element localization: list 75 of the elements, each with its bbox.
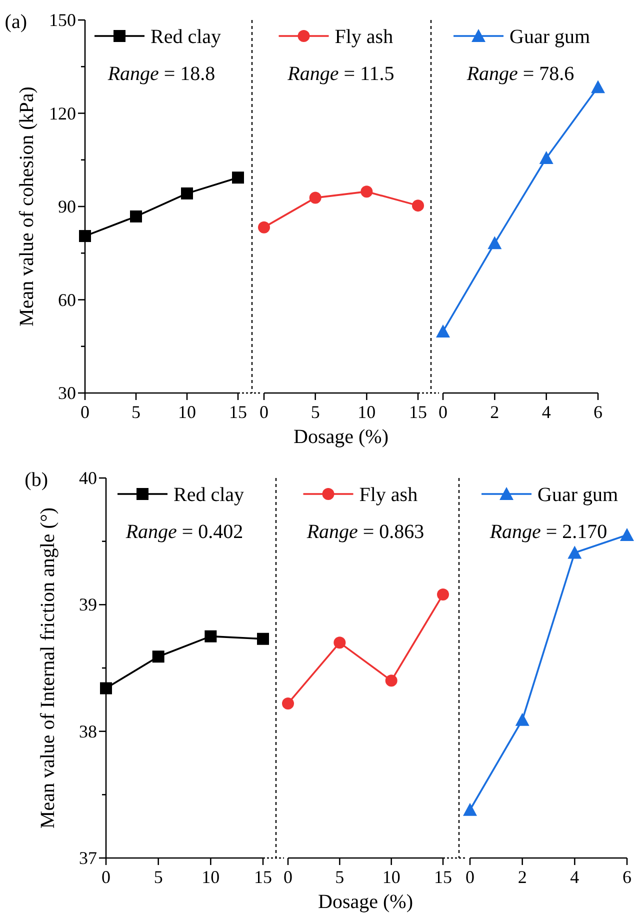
annotation: Range = 2.170 [488, 521, 608, 543]
point [309, 192, 322, 204]
point [539, 151, 554, 164]
legend-label: Guar gum [510, 26, 590, 48]
point [436, 324, 450, 338]
x-tick-label: 4 [570, 867, 580, 887]
x-tick-label: 10 [358, 402, 376, 422]
x-tick-label: 2 [490, 402, 500, 422]
point [282, 697, 294, 710]
y-tick-label: 37 [79, 848, 97, 868]
x-tick-label: 15 [254, 867, 272, 887]
x-axis-title: Dosage (%) [294, 426, 388, 448]
x-tick-label: 10 [382, 867, 400, 887]
y-tick-label: 150 [49, 10, 76, 30]
point [568, 546, 582, 559]
x-tick-label: 10 [202, 867, 220, 887]
x-tick-label: 0 [284, 867, 292, 887]
annotation: Range = 11.5 [286, 63, 394, 85]
point [437, 588, 449, 601]
y-tick-label: 30 [58, 383, 76, 403]
annotation: Range = 18.8 [106, 63, 216, 85]
x-tick-label: 5 [132, 402, 140, 422]
y-axis-title: Mean value of cohesion (kPa) [16, 86, 38, 326]
y-axis-title: Mean value of Internal friction angle (°) [37, 507, 59, 829]
legend-label: Fly ash [359, 484, 418, 506]
chart-title: (b) [24, 469, 48, 491]
point [79, 230, 91, 242]
point [463, 802, 477, 816]
y-tick-label: 90 [58, 196, 76, 216]
point [412, 200, 424, 212]
x-tick-label: 6 [622, 867, 632, 887]
point [204, 630, 217, 642]
point [488, 236, 502, 250]
point [591, 80, 605, 94]
point [130, 210, 142, 222]
x-tick-label: 5 [335, 867, 344, 887]
x-tick-label: 10 [178, 402, 196, 422]
x-tick-label: 6 [594, 402, 602, 422]
y-tick-label: 38 [79, 721, 97, 742]
x-axis-title: Dosage (%) [318, 891, 413, 913]
point [385, 674, 398, 687]
annotation: Range = 78.6 [466, 63, 574, 85]
legend-label: Fly ash [334, 26, 394, 48]
point [334, 636, 346, 649]
y-tick-label: 39 [79, 594, 97, 615]
annotation: Range = 0.402 [124, 521, 244, 543]
y-tick-label: 60 [58, 290, 76, 310]
point [257, 632, 269, 645]
x-tick-label: 5 [310, 402, 320, 422]
x-tick-label: 15 [434, 867, 452, 887]
point [152, 650, 164, 663]
point [258, 221, 270, 234]
x-tick-label: 5 [154, 867, 163, 887]
x-tick-label: 0 [466, 867, 474, 887]
legend-label: Red clay [150, 26, 222, 48]
x-tick-label: 0 [102, 867, 110, 887]
x-tick-label: 2 [518, 867, 527, 887]
legend-label: Guar gum [538, 484, 618, 506]
y-tick-label: 120 [49, 103, 76, 124]
y-tick-label: 40 [79, 468, 97, 488]
x-tick-label: 0 [438, 402, 448, 422]
x-tick-label: 15 [229, 402, 247, 422]
x-tick-label: 0 [260, 402, 268, 422]
point [100, 682, 112, 694]
x-tick-label: 4 [542, 402, 551, 422]
point [515, 712, 530, 726]
x-tick-label: 15 [409, 402, 427, 422]
point [360, 186, 373, 198]
point [620, 528, 634, 541]
point [232, 172, 244, 184]
x-tick-label: 0 [80, 402, 90, 422]
annotation: Range = 0.863 [306, 521, 424, 543]
legend-label: Red clay [174, 484, 244, 506]
chart-title: (a) [4, 11, 27, 33]
point [181, 187, 193, 200]
